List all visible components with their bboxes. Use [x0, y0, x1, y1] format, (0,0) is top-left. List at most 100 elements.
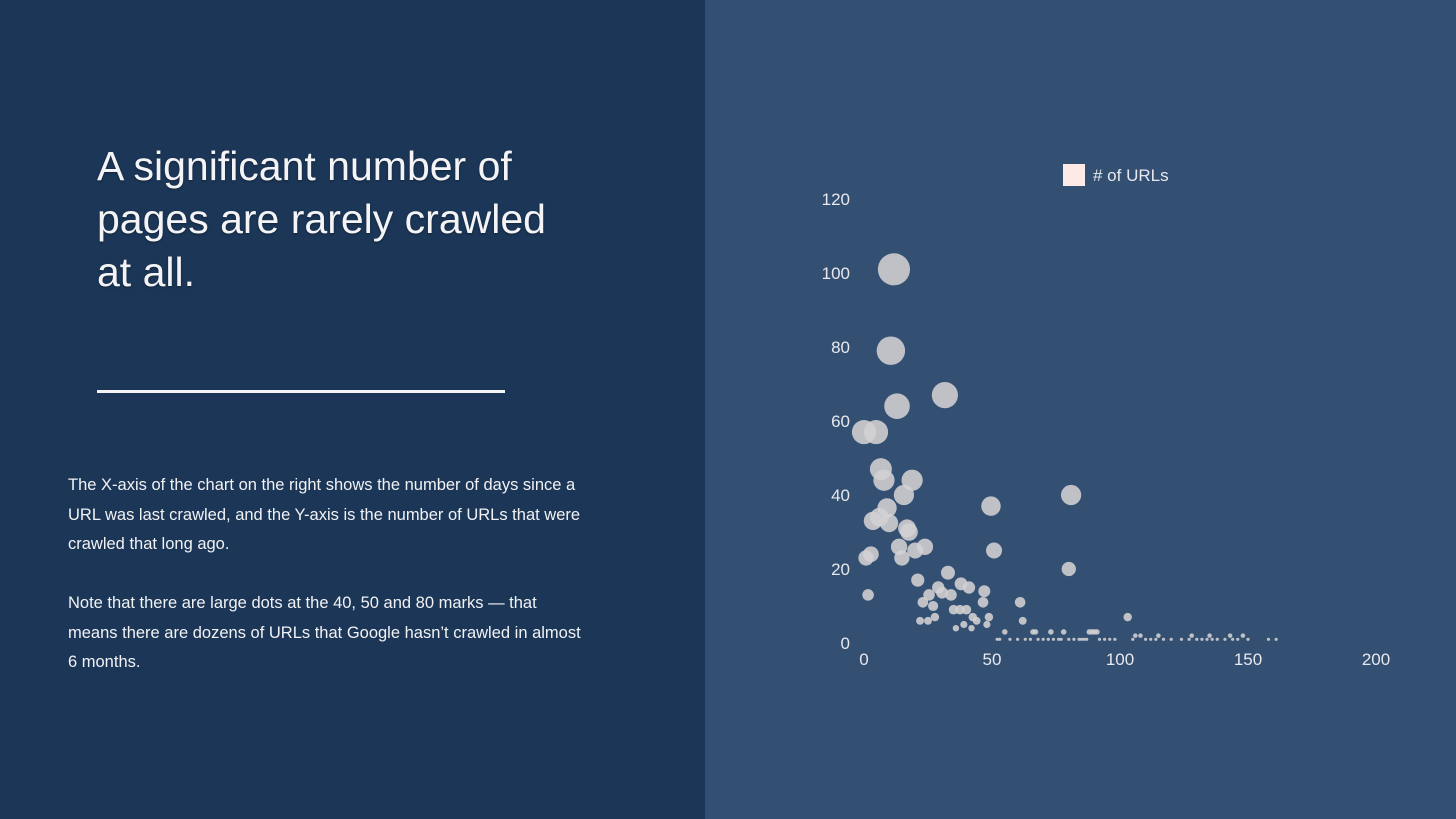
x-tick-label: 50 [983, 650, 1002, 669]
data-bubble [873, 469, 895, 491]
y-tick-label: 80 [831, 338, 850, 357]
x-tick-label: 150 [1234, 650, 1262, 669]
slide-title: A significant number of pages are rarely… [97, 143, 546, 295]
y-tick-label: 20 [831, 560, 850, 579]
data-bubble [876, 336, 906, 365]
data-bubble [893, 484, 915, 506]
data-bubble [1046, 637, 1050, 641]
slide-body: The X-axis of the chart on the right sho… [68, 471, 588, 707]
paragraph-note: Note that there are large dots at the 40… [68, 594, 581, 671]
title-divider [97, 390, 505, 393]
data-bubble [930, 612, 940, 622]
data-bubble [1207, 633, 1212, 638]
data-bubble [986, 542, 1003, 559]
data-bubble [1179, 637, 1184, 641]
data-bubble [1138, 633, 1143, 638]
data-bubble [1231, 637, 1235, 641]
data-bubble [1082, 637, 1086, 641]
data-bubble [1113, 637, 1117, 641]
data-bubble [1195, 637, 1199, 641]
data-bubble [916, 538, 934, 555]
data-bubble [1144, 637, 1148, 641]
chart-panel [705, 0, 1456, 819]
data-bubble [995, 637, 999, 641]
data-bubble [940, 565, 955, 580]
bubbles [851, 253, 1278, 641]
data-bubble [1103, 637, 1107, 641]
data-bubble [1227, 633, 1233, 638]
data-bubble [1067, 637, 1071, 641]
data-bubble [1274, 637, 1278, 641]
x-tick-label: 200 [1362, 650, 1390, 669]
data-bubble [1014, 596, 1026, 608]
data-bubble [917, 596, 929, 608]
data-bubble [1154, 637, 1158, 641]
data-bubble [1266, 637, 1271, 641]
data-bubble [998, 637, 1002, 641]
data-bubble [962, 581, 976, 594]
data-bubble [928, 600, 939, 612]
data-bubble [960, 620, 968, 629]
data-bubble [1108, 637, 1112, 641]
data-bubble [1131, 637, 1135, 641]
data-bubble [1056, 637, 1061, 641]
data-bubble [924, 616, 932, 625]
data-bubble [984, 612, 994, 622]
data-bubble [1210, 637, 1214, 641]
data-bubble [894, 550, 910, 566]
data-bubble [1223, 637, 1227, 641]
legend-label: # of URLs [1093, 166, 1169, 185]
data-bubble [1215, 637, 1219, 641]
x-tick-label: 0 [859, 650, 868, 669]
data-bubble [877, 253, 911, 286]
data-bubble [1156, 633, 1161, 638]
data-bubble [1018, 616, 1027, 625]
data-bubble [1094, 629, 1100, 635]
data-bubble [1077, 637, 1081, 641]
data-bubble [911, 573, 925, 587]
data-bubble [1032, 629, 1039, 635]
data-bubble [952, 625, 960, 632]
data-bubble [961, 604, 972, 615]
y-tick-label: 40 [831, 486, 850, 505]
data-bubble [981, 496, 1001, 516]
data-bubble [1023, 637, 1027, 641]
data-bubble [1246, 637, 1250, 641]
data-bubble [1028, 637, 1032, 641]
data-bubble [1048, 629, 1054, 635]
data-bubble [1060, 629, 1067, 635]
data-bubble [1072, 637, 1076, 641]
data-bubble [1051, 637, 1056, 641]
y-tick-label: 0 [841, 634, 850, 653]
data-bubble [1041, 637, 1045, 641]
data-bubble [863, 420, 889, 445]
data-bubble [900, 523, 918, 541]
data-bubble [1149, 637, 1153, 641]
data-bubble [931, 382, 958, 409]
data-bubble [1189, 633, 1194, 638]
data-bubble [1187, 637, 1191, 641]
data-bubble [1061, 561, 1076, 577]
x-tick-label: 100 [1106, 650, 1134, 669]
data-bubble [1002, 629, 1008, 635]
data-bubble [862, 589, 874, 601]
data-bubble [1200, 637, 1204, 641]
data-bubble [936, 586, 948, 599]
data-bubble [916, 616, 924, 625]
data-bubble [1085, 637, 1089, 641]
data-bubble [884, 393, 910, 420]
data-bubble [1169, 637, 1173, 641]
legend-swatch [1063, 164, 1085, 186]
data-bubble [863, 546, 879, 563]
y-tick-label: 120 [822, 190, 850, 209]
y-axis: 0 20 40 60 80 100 120 [822, 190, 850, 653]
data-bubble [978, 585, 991, 598]
data-bubble [1016, 637, 1020, 641]
x-axis: 0 50 100 150 200 [859, 650, 1390, 669]
data-bubble [1161, 637, 1166, 641]
data-bubble [879, 514, 899, 533]
text-panel: A significant number of pages are rarely… [0, 0, 705, 819]
data-bubble [1123, 612, 1132, 622]
data-bubble [983, 620, 991, 629]
